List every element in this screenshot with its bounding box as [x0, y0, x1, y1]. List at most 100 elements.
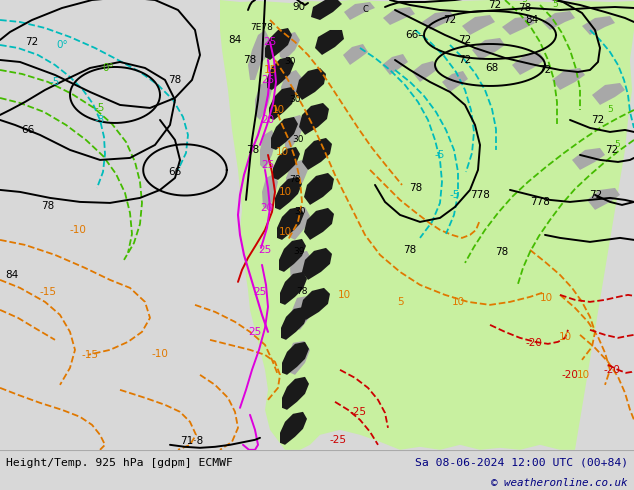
- Text: 78: 78: [519, 3, 532, 13]
- Polygon shape: [592, 83, 625, 105]
- Polygon shape: [262, 174, 278, 210]
- Text: -20: -20: [604, 365, 621, 375]
- Polygon shape: [383, 7, 415, 25]
- Polygon shape: [269, 87, 296, 120]
- Polygon shape: [282, 342, 309, 375]
- Polygon shape: [542, 11, 575, 30]
- Text: 72: 72: [488, 0, 501, 10]
- Text: 71·8: 71·8: [181, 436, 204, 446]
- Polygon shape: [282, 377, 309, 410]
- Polygon shape: [296, 68, 326, 100]
- Text: 25: 25: [261, 160, 275, 170]
- Text: 72: 72: [605, 145, 619, 155]
- Text: 90: 90: [292, 2, 306, 12]
- Text: 5: 5: [552, 0, 558, 9]
- Text: 78: 78: [243, 55, 257, 65]
- Text: 78: 78: [169, 75, 181, 85]
- Polygon shape: [260, 130, 276, 170]
- Text: 25: 25: [259, 245, 271, 255]
- Polygon shape: [248, 30, 270, 80]
- Text: -25: -25: [349, 407, 366, 417]
- Text: 72: 72: [443, 15, 456, 25]
- Polygon shape: [284, 115, 305, 150]
- Text: -5: -5: [95, 103, 105, 113]
- Polygon shape: [278, 32, 300, 60]
- Polygon shape: [255, 80, 272, 120]
- Text: 72: 72: [590, 190, 603, 200]
- Text: -25: -25: [330, 435, 347, 445]
- Polygon shape: [299, 103, 329, 135]
- Text: -15: -15: [39, 287, 56, 297]
- Polygon shape: [311, 0, 342, 20]
- Text: 30: 30: [284, 57, 295, 67]
- Polygon shape: [302, 248, 332, 280]
- Text: 30: 30: [292, 135, 304, 145]
- Polygon shape: [281, 307, 308, 340]
- Text: 72: 72: [25, 37, 39, 47]
- Polygon shape: [220, 0, 634, 450]
- Polygon shape: [304, 173, 334, 205]
- Text: Height/Temp. 925 hPa [gdpm] ECMWF: Height/Temp. 925 hPa [gdpm] ECMWF: [6, 458, 233, 467]
- Text: 25: 25: [249, 327, 262, 337]
- Text: -20: -20: [562, 370, 578, 380]
- Text: 25: 25: [254, 287, 267, 297]
- Polygon shape: [290, 251, 312, 285]
- Polygon shape: [442, 71, 468, 92]
- Text: 78: 78: [410, 183, 423, 193]
- Text: 10: 10: [337, 290, 351, 300]
- Text: 78: 78: [403, 245, 417, 255]
- Text: 10: 10: [278, 187, 292, 197]
- Text: 78: 78: [247, 145, 260, 155]
- Polygon shape: [302, 138, 332, 170]
- Text: 778: 778: [470, 190, 490, 200]
- Text: 78: 78: [289, 175, 301, 184]
- Text: 0°: 0°: [56, 40, 68, 50]
- Text: 30: 30: [289, 96, 301, 104]
- Polygon shape: [315, 30, 344, 55]
- Text: 78: 78: [296, 287, 307, 296]
- Text: 10: 10: [278, 227, 292, 237]
- Text: -20: -20: [526, 338, 543, 348]
- Polygon shape: [281, 70, 302, 105]
- Polygon shape: [582, 16, 615, 35]
- Polygon shape: [279, 239, 306, 272]
- Text: -10: -10: [70, 225, 86, 235]
- Polygon shape: [422, 11, 455, 30]
- Polygon shape: [343, 44, 368, 65]
- Polygon shape: [280, 272, 307, 305]
- Text: 10: 10: [540, 293, 553, 303]
- Polygon shape: [304, 208, 334, 240]
- Text: © weatheronline.co.uk: © weatheronline.co.uk: [491, 478, 628, 488]
- Text: 78: 78: [41, 201, 55, 211]
- Text: 39: 39: [294, 247, 305, 256]
- Text: 66: 66: [169, 167, 181, 177]
- Text: -15: -15: [82, 350, 98, 360]
- Text: 15: 15: [263, 65, 276, 75]
- Text: 25: 25: [263, 37, 276, 47]
- Polygon shape: [267, 57, 294, 90]
- Polygon shape: [271, 117, 298, 150]
- Polygon shape: [502, 16, 535, 35]
- Text: 72: 72: [538, 65, 552, 75]
- Polygon shape: [288, 207, 310, 240]
- Text: 5: 5: [614, 141, 620, 149]
- Text: 10: 10: [559, 332, 572, 342]
- Polygon shape: [300, 288, 330, 320]
- Text: C: C: [362, 5, 368, 15]
- Text: 78: 78: [495, 247, 508, 257]
- Polygon shape: [265, 28, 292, 60]
- Text: 68: 68: [486, 63, 498, 73]
- Text: 20: 20: [261, 115, 275, 125]
- Text: 7E78: 7E78: [250, 24, 273, 32]
- Text: 5: 5: [607, 105, 613, 115]
- Polygon shape: [412, 61, 438, 82]
- Polygon shape: [287, 341, 310, 375]
- Text: 72: 72: [458, 35, 472, 45]
- Polygon shape: [273, 147, 300, 180]
- Text: -10: -10: [152, 349, 169, 359]
- Text: 10: 10: [576, 370, 590, 380]
- Text: 72: 72: [592, 115, 605, 125]
- Text: -3: -3: [95, 115, 105, 125]
- Text: 25: 25: [261, 75, 275, 85]
- Polygon shape: [291, 296, 314, 330]
